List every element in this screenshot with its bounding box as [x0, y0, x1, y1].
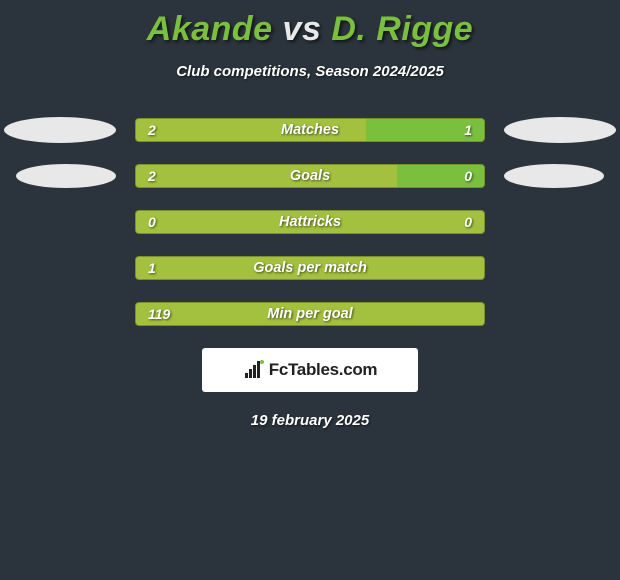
player2-marker	[504, 164, 604, 188]
stat-row: 119Min per goal	[0, 302, 620, 326]
stat-label: Matches	[136, 119, 484, 141]
stat-row: 20Goals	[0, 164, 620, 188]
subtitle: Club competitions, Season 2024/2025	[0, 63, 620, 80]
badge-text: FcTables.com	[269, 360, 378, 380]
player2-name: D. Rigge	[331, 10, 473, 48]
stat-bar: 21Matches	[135, 118, 485, 142]
stat-label: Goals	[136, 165, 484, 187]
vs-text: vs	[283, 10, 322, 48]
page-title: Akande vs D. Rigge	[0, 0, 620, 49]
footer-date: 19 february 2025	[0, 412, 620, 429]
player1-marker	[16, 164, 116, 188]
stats-rows: 21Matches 20Goals 00Hattricks 1Goals per ma…	[0, 118, 620, 326]
stat-bar: 00Hattricks	[135, 210, 485, 234]
fctables-logo: FcTables.com	[243, 359, 378, 381]
player1-name: Akande	[147, 10, 273, 48]
stat-row: 21Matches	[0, 118, 620, 142]
stat-bar: 1Goals per match	[135, 256, 485, 280]
stat-label: Goals per match	[136, 257, 484, 279]
player1-marker	[4, 117, 116, 143]
bars-icon	[243, 359, 265, 381]
fctables-badge[interactable]: FcTables.com	[202, 348, 418, 392]
stat-bar: 119Min per goal	[135, 302, 485, 326]
stat-row: 1Goals per match	[0, 256, 620, 280]
stat-label: Hattricks	[136, 211, 484, 233]
stat-row: 00Hattricks	[0, 210, 620, 234]
player2-marker	[504, 117, 616, 143]
stat-bar: 20Goals	[135, 164, 485, 188]
stat-label: Min per goal	[136, 303, 484, 325]
